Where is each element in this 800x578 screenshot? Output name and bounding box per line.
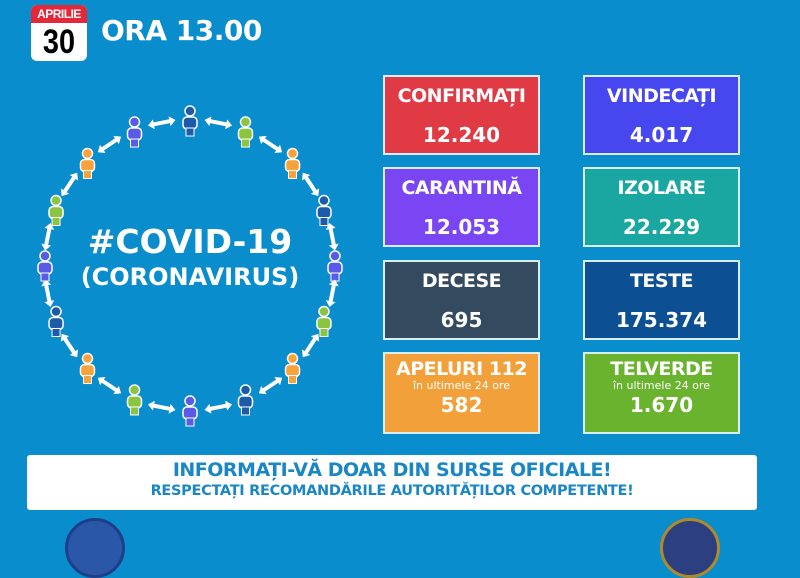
stat-box-2: CARANTINĂ 12.053 bbox=[383, 167, 540, 247]
double-arrow-icon bbox=[258, 376, 283, 395]
person-icon bbox=[237, 384, 254, 416]
stat-sublabel: în ultimele 24 ore bbox=[613, 379, 710, 392]
double-arrow-icon bbox=[325, 222, 339, 251]
time-label: ORA 13.00 bbox=[101, 14, 262, 47]
double-arrow-icon bbox=[301, 333, 320, 358]
person-icon bbox=[182, 395, 198, 427]
stat-value: 22.229 bbox=[622, 215, 701, 239]
stat-label: TELVERDE bbox=[610, 358, 713, 380]
person-icon bbox=[284, 147, 301, 179]
double-arrow-icon bbox=[204, 400, 233, 414]
stat-label: TESTE bbox=[629, 270, 694, 292]
stat-label: VINDECAȚI bbox=[606, 85, 717, 107]
double-arrow-icon bbox=[97, 376, 122, 395]
double-arrow-icon bbox=[147, 116, 176, 130]
people-circle-illustration bbox=[37, 105, 343, 427]
government-logo bbox=[65, 518, 125, 578]
stat-label: DECESE bbox=[421, 270, 502, 292]
person-icon bbox=[327, 250, 343, 282]
stat-value: 695 bbox=[440, 308, 483, 332]
person-icon bbox=[284, 352, 301, 385]
person-icon bbox=[48, 194, 64, 227]
official-sources-banner: INFORMAȚI-VĂ DOAR DIN SURSE OFICIALE! RE… bbox=[27, 455, 757, 510]
stat-value: 175.374 bbox=[615, 308, 708, 332]
stat-label: CARANTINĂ bbox=[401, 177, 522, 199]
banner-line-2: RESPECTAȚI RECOMANDĂRILE AUTORITĂȚILOR C… bbox=[150, 483, 634, 499]
person-icon bbox=[37, 250, 53, 282]
stat-box-7: TELVERDE în ultimele 24 ore 1.670 bbox=[583, 352, 740, 434]
person-icon bbox=[182, 105, 198, 137]
date-calendar-badge: APRILIE 30 bbox=[31, 5, 87, 61]
emergency-committee-logo bbox=[660, 518, 720, 578]
person-icon bbox=[316, 194, 332, 227]
person-icon bbox=[48, 305, 64, 337]
banner-line-1: INFORMAȚI-VĂ DOAR DIN SURSE OFICIALE! bbox=[172, 459, 612, 481]
person-icon bbox=[237, 116, 254, 148]
double-arrow-icon bbox=[258, 135, 283, 154]
stat-value: 582 bbox=[440, 393, 483, 417]
hashtag-sub: (CORONAVIRUS) bbox=[80, 263, 300, 291]
stat-box-0: CONFIRMAȚI 12.240 bbox=[383, 75, 540, 155]
double-arrow-icon bbox=[41, 279, 55, 308]
person-icon bbox=[79, 147, 96, 179]
double-arrow-icon bbox=[41, 222, 55, 251]
hashtag-main: #COVID-19 bbox=[87, 222, 293, 261]
double-arrow-icon bbox=[325, 279, 339, 308]
double-arrow-icon bbox=[97, 135, 122, 154]
stat-box-5: TESTE 175.374 bbox=[583, 260, 740, 340]
stat-box-4: DECESE 695 bbox=[383, 260, 540, 340]
double-arrow-icon bbox=[60, 172, 79, 197]
date-month: APRILIE bbox=[31, 5, 87, 23]
date-day: 30 bbox=[42, 23, 76, 61]
stat-box-6: APELURI 112 în ultimele 24 ore 582 bbox=[383, 352, 540, 434]
stat-label: APELURI 112 bbox=[396, 358, 527, 380]
hashtag-title: #COVID-19 (CORONAVIRUS) bbox=[40, 222, 340, 291]
double-arrow-icon bbox=[147, 400, 176, 414]
stat-value: 1.670 bbox=[629, 393, 694, 417]
double-arrow-icon bbox=[60, 333, 79, 358]
stat-box-3: IZOLARE 22.229 bbox=[583, 167, 740, 247]
person-icon bbox=[126, 116, 143, 148]
stat-sublabel: în ultimele 24 ore bbox=[413, 379, 510, 392]
stat-value: 4.017 bbox=[629, 123, 694, 147]
person-icon bbox=[79, 352, 96, 385]
stat-label: CONFIRMAȚI bbox=[397, 85, 526, 107]
stat-value: 12.053 bbox=[422, 215, 501, 239]
double-arrow-icon bbox=[204, 116, 233, 130]
person-icon bbox=[316, 305, 332, 337]
stat-box-1: VINDECAȚI 4.017 bbox=[583, 75, 740, 155]
person-icon bbox=[126, 384, 143, 416]
double-arrow-icon bbox=[301, 172, 320, 197]
stat-label: IZOLARE bbox=[617, 177, 706, 199]
stat-value: 12.240 bbox=[422, 123, 501, 147]
